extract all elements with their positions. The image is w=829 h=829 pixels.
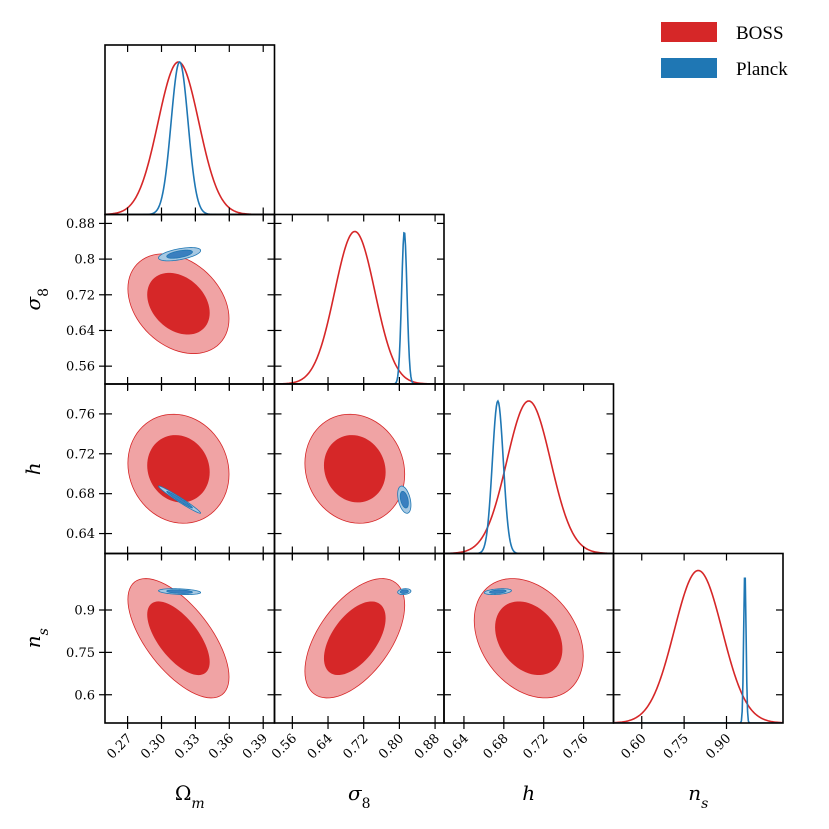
x-axis-label-om: Ωm <box>175 781 205 812</box>
density-boss-h <box>444 400 614 554</box>
contour-68-boss-om-ns <box>147 601 210 676</box>
panel-frame <box>273 213 445 385</box>
legend-label-planck: Planck <box>736 59 788 80</box>
density-planck-h <box>444 399 614 554</box>
panel-h-h <box>443 383 615 560</box>
y-tick-label-h: 0.64 <box>66 527 95 542</box>
x-tick-label-h: 0.68 <box>481 731 512 762</box>
y-tick-label-s8: 0.64 <box>66 324 95 339</box>
panel-s8-om: 0.56 0.64 0.72 0.8 0.88 <box>66 213 276 390</box>
legend-label-boss: BOSS <box>736 23 784 44</box>
y-tick-label-s8: 0.88 <box>66 217 95 232</box>
contour-68-planck-s8-ns <box>399 589 409 594</box>
panel-ns-om: 0.27 0.30 0.33 0.36 0.39 0.6 0.75 0.9 <box>66 552 276 762</box>
contour-68-planck-om-ns <box>166 589 193 594</box>
y-tick-label-ns: 0.6 <box>74 688 95 703</box>
density-planck-s8 <box>274 231 444 384</box>
x-tick-label-om: 0.33 <box>172 731 203 762</box>
panel-frame <box>104 44 276 216</box>
x-tick-label-ns: 0.90 <box>703 731 734 762</box>
x-tick-label-om: 0.27 <box>104 731 135 762</box>
y-tick-label-h: 0.68 <box>66 487 95 502</box>
contour-68-boss-om-h <box>147 435 210 503</box>
legend-swatch-boss <box>661 22 717 42</box>
x-tick-label-s8: 0.88 <box>412 731 443 762</box>
x-axis-label-h: h <box>522 781 535 805</box>
x-axis-label-ns: ns <box>688 781 708 812</box>
contour-68-planck-s8-h <box>399 490 409 509</box>
density-planck-ns <box>613 577 783 723</box>
contour-68-boss-s8-h <box>323 435 386 503</box>
contour-68-planck-h-ns <box>489 589 507 594</box>
panel-ns-s8: 0.56 0.64 0.72 0.80 0.88 <box>269 552 445 762</box>
panel-h-om: 0.64 0.68 0.72 0.76 <box>66 383 276 560</box>
panel-h-s8 <box>273 383 445 560</box>
y-axis-label-ns: ns <box>21 628 52 648</box>
density-planck-om <box>105 61 275 215</box>
x-tick-label-om: 0.39 <box>240 731 271 762</box>
x-tick-label-s8: 0.56 <box>269 731 300 762</box>
x-tick-label-s8: 0.72 <box>340 731 371 762</box>
y-tick-label-ns: 0.9 <box>74 604 95 619</box>
panel-frame <box>443 383 615 555</box>
contour-68-planck-om-h <box>166 490 193 509</box>
x-tick-label-om: 0.30 <box>138 731 169 762</box>
legend: BOSS Planck <box>661 22 788 80</box>
panel-ns-h: 0.64 0.68 0.72 0.76 <box>441 552 615 762</box>
x-tick-label-h: 0.72 <box>520 731 551 762</box>
y-tick-label-ns: 0.75 <box>66 646 95 661</box>
x-tick-label-h: 0.76 <box>560 731 591 762</box>
x-tick-label-h: 0.64 <box>441 731 472 762</box>
panel-ns-ns: 0.60 0.75 0.90 <box>612 552 784 762</box>
y-tick-label-h: 0.72 <box>66 447 95 462</box>
y-axis-label-s8: σ8 <box>21 288 52 311</box>
contour-68-boss-s8-ns <box>323 601 386 676</box>
y-axis-label-h: h <box>21 462 45 475</box>
y-tick-label-s8: 0.72 <box>66 288 95 303</box>
panel-s8-s8 <box>273 213 445 390</box>
x-tick-label-s8: 0.80 <box>376 731 407 762</box>
contour-68-planck-om-s8 <box>166 249 193 259</box>
panel-om-om <box>104 44 276 221</box>
x-axis-label-s8: σ8 <box>348 781 371 812</box>
density-boss-s8 <box>274 230 444 384</box>
x-tick-label-ns: 0.60 <box>618 731 649 762</box>
y-tick-label-s8: 0.56 <box>66 360 95 375</box>
y-tick-label-s8: 0.8 <box>74 253 95 268</box>
x-tick-label-s8: 0.64 <box>305 731 336 762</box>
density-boss-ns <box>613 569 783 723</box>
x-tick-label-ns: 0.75 <box>661 731 692 762</box>
y-tick-label-h: 0.76 <box>66 407 95 422</box>
panel-frame <box>612 552 784 724</box>
legend-swatch-planck <box>661 58 717 78</box>
contour-68-boss-h-ns <box>495 601 563 676</box>
contour-68-boss-om-s8 <box>147 272 210 335</box>
x-tick-label-om: 0.36 <box>206 731 237 762</box>
